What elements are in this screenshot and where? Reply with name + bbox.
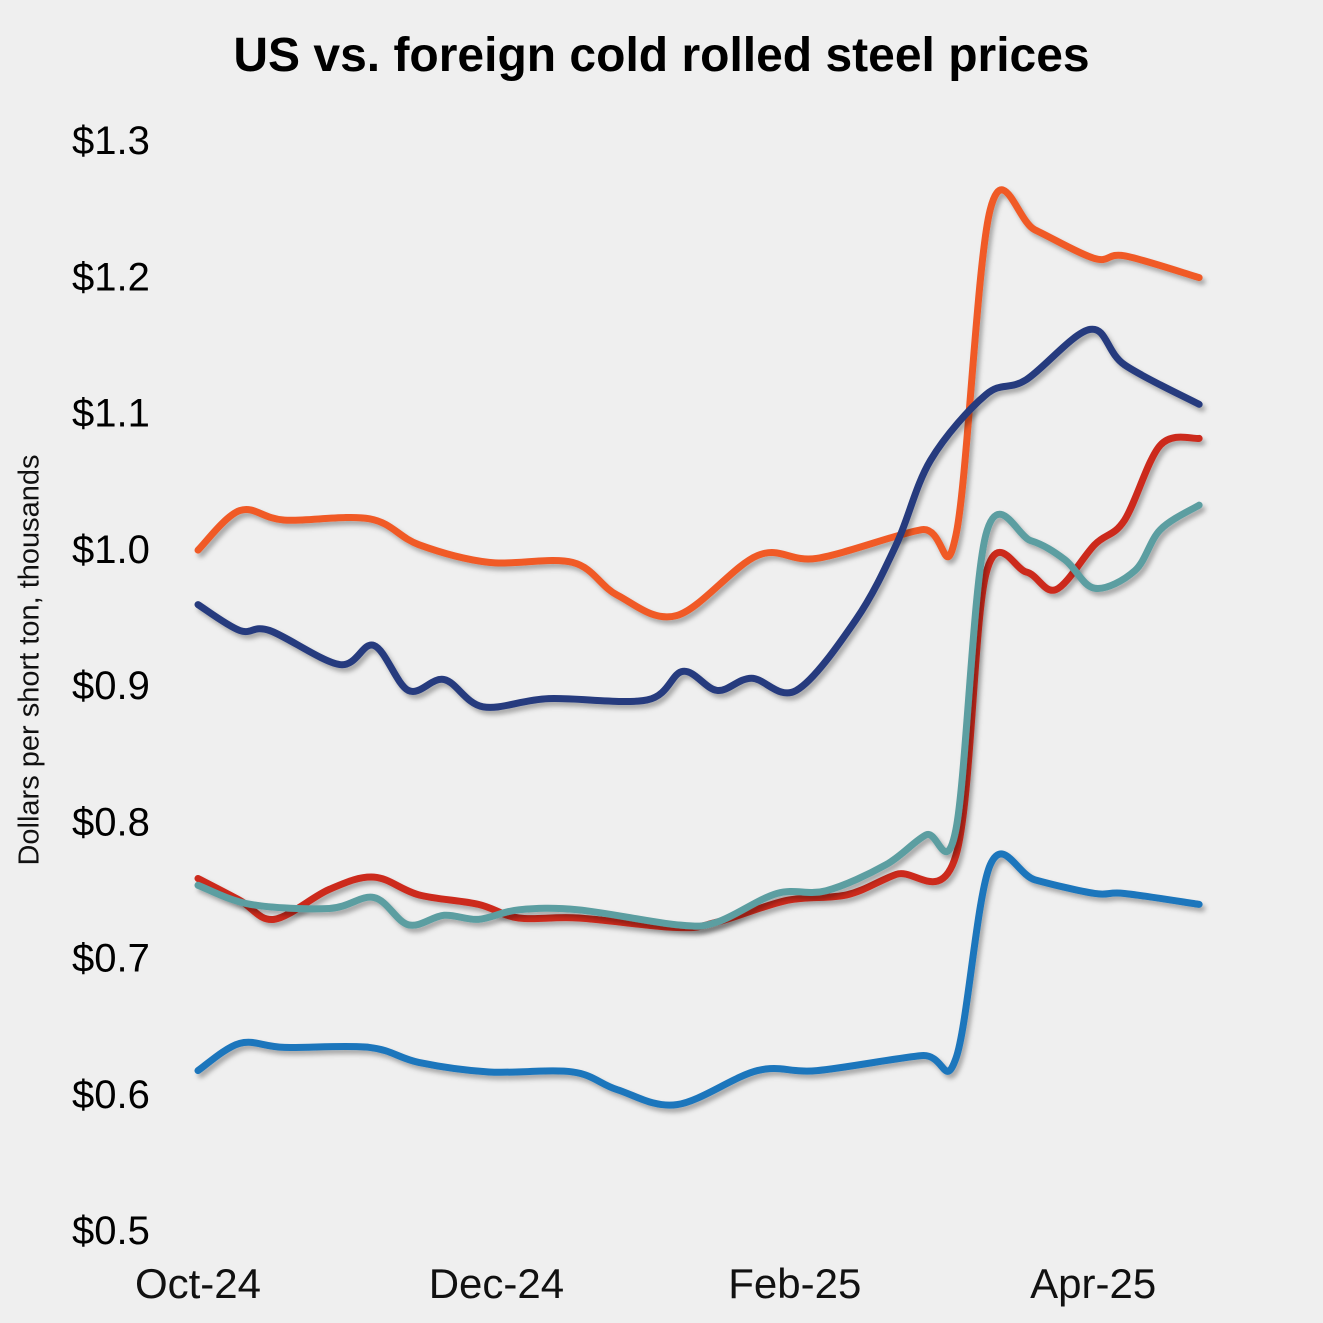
x-tick-label: Dec-24 xyxy=(429,1260,564,1307)
y-tick-label: $1.1 xyxy=(72,392,150,436)
x-tick-label: Oct-24 xyxy=(135,1260,261,1307)
y-tick-label: $0.6 xyxy=(72,1073,150,1117)
y-tick-label: $0.7 xyxy=(72,937,150,981)
y-tick-label: $0.9 xyxy=(72,664,150,708)
x-tick-label: Apr-25 xyxy=(1030,1260,1156,1307)
y-tick-label: $1.0 xyxy=(72,528,150,572)
chart-title: US vs. foreign cold rolled steel prices xyxy=(233,29,1090,82)
y-tick-label: $0.5 xyxy=(72,1209,150,1253)
y-tick-label: $1.3 xyxy=(72,119,150,163)
y-tick-label: $1.2 xyxy=(72,255,150,299)
series-line-4 xyxy=(194,501,1203,930)
series-line-2 xyxy=(194,325,1203,711)
y-tick-label: $0.8 xyxy=(72,800,150,844)
series-line-3 xyxy=(194,433,1203,932)
series-line-1 xyxy=(194,186,1203,621)
series-line-5 xyxy=(194,850,1203,1109)
x-tick-label: Feb-25 xyxy=(728,1260,861,1307)
